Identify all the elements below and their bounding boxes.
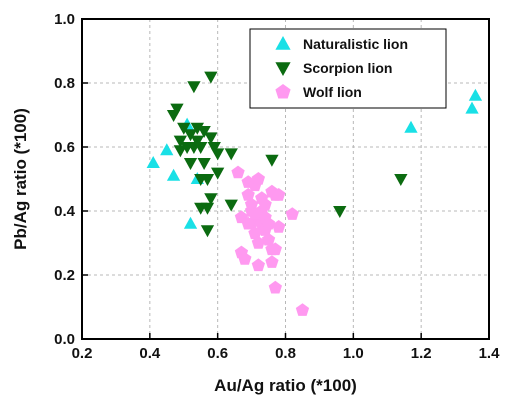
data-point: [173, 145, 187, 158]
data-point: [224, 148, 238, 161]
legend-marker: [275, 84, 291, 99]
data-points: [146, 71, 483, 316]
data-point: [194, 142, 208, 154]
y-tick-label: 0.2: [54, 267, 75, 284]
data-point: [272, 188, 286, 201]
data-point: [231, 165, 245, 179]
data-point: [248, 207, 262, 220]
x-tick-label: 1.0: [343, 345, 364, 362]
data-point: [295, 303, 310, 316]
x-tick-label: 0.2: [72, 345, 93, 362]
data-point: [194, 174, 208, 186]
y-axis-title: Pb/Ag ratio (*100): [11, 108, 30, 250]
data-point: [258, 197, 272, 211]
x-tick-label: 0.4: [139, 345, 161, 362]
data-point: [241, 188, 255, 201]
data-point: [200, 202, 215, 215]
data-point: [197, 158, 211, 170]
data-point: [272, 220, 286, 233]
data-point: [224, 199, 238, 212]
axis-ticks: 0.2 0.4 0.6 0.8 1.0 1.2 1.40.00.20.40.60.81.0: [54, 11, 500, 362]
data-point: [211, 148, 225, 161]
x-tick-label: 1.4: [479, 345, 501, 362]
data-point: [190, 122, 204, 135]
data-point: [404, 120, 418, 133]
data-point: [251, 258, 265, 272]
data-point: [197, 126, 211, 138]
legend-label: Wolf lion: [303, 84, 362, 100]
legend: Naturalistic lion Scorpion lion Wolf lion: [249, 28, 447, 109]
data-point: [177, 122, 191, 135]
data-point: [261, 216, 276, 230]
data-point: [187, 81, 201, 94]
data-point: [204, 132, 218, 145]
data-point: [268, 280, 282, 294]
data-point: [468, 88, 483, 101]
data-point: [183, 216, 198, 229]
data-point: [190, 135, 204, 148]
data-point: [333, 206, 347, 218]
data-point: [146, 156, 160, 168]
series-1: [166, 71, 408, 238]
data-point: [200, 225, 215, 238]
y-tick-label: 0.6: [54, 139, 75, 156]
data-point: [207, 142, 221, 154]
legend-label: Naturalistic lion: [303, 36, 408, 52]
grid-lines: [82, 19, 489, 339]
data-point: [285, 207, 299, 220]
data-point: [238, 252, 252, 265]
data-point: [394, 174, 408, 186]
data-point: [251, 236, 265, 249]
data-point: [204, 193, 218, 206]
data-point: [248, 226, 262, 240]
series-2: [231, 165, 310, 316]
y-tick-label: 0.4: [54, 203, 76, 220]
data-point: [465, 101, 479, 114]
y-tick-label: 1.0: [54, 11, 75, 28]
data-point: [268, 242, 282, 256]
data-point: [261, 232, 276, 246]
data-point: [211, 167, 225, 180]
data-point: [173, 135, 187, 148]
y-tick-label: 0.8: [54, 75, 75, 92]
data-point: [170, 103, 184, 116]
data-point: [166, 168, 181, 181]
y-tick-label: 0.0: [54, 331, 75, 348]
x-tick-label: 1.2: [411, 345, 432, 362]
data-point: [251, 172, 265, 185]
data-point: [265, 255, 279, 268]
data-point: [183, 158, 198, 170]
legend-marker: [275, 36, 291, 50]
legend-marker: [275, 62, 291, 76]
legend-label: Scorpion lion: [303, 60, 392, 76]
data-point: [204, 71, 218, 84]
data-point: [183, 129, 198, 142]
x-tick-label: 0.6: [207, 345, 228, 362]
data-point: [160, 143, 174, 156]
data-point: [265, 154, 279, 167]
x-axis-title: Au/Ag ratio (*100): [214, 376, 357, 395]
data-point: [241, 216, 255, 230]
x-tick-label: 0.8: [275, 345, 296, 362]
